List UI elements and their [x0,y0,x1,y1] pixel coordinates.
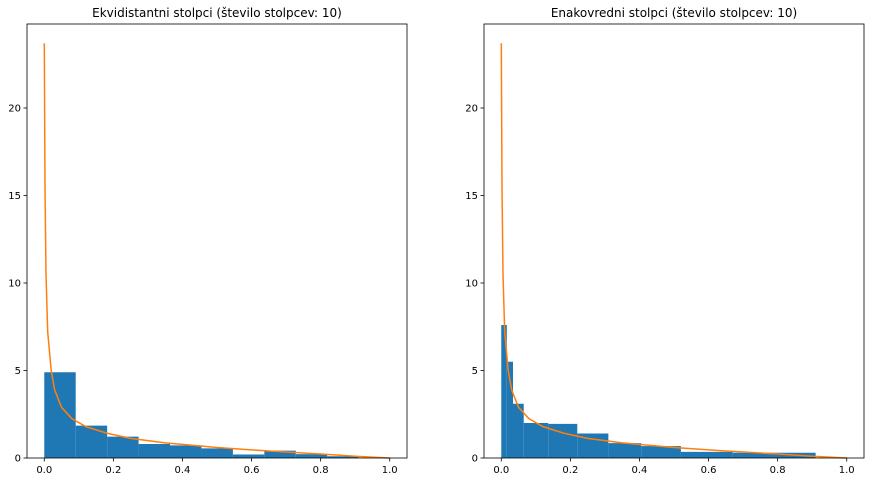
density-curve [43,43,390,459]
histogram-bar [201,448,233,458]
bars [501,325,816,458]
x-tick-label: 1.0 [382,465,398,476]
histogram-panel-equal-count: Enakovredni stolpci (število stolpcev: 1… [465,6,865,476]
y-tick-label: 15 [465,191,478,202]
x-tick-label: 0.2 [562,465,578,476]
histogram-bar [608,443,642,458]
x-tick-label: 0.6 [244,465,260,476]
axes-frame [26,23,408,459]
y-tick-label: 5 [15,366,21,377]
x-tick-label: 0.4 [175,465,191,476]
histogram-bar [44,372,76,458]
histogram-panel-equal-width: Ekvidistantni stolpci (število stolpcev:… [8,6,408,476]
x-tick-label: 0.4 [632,465,648,476]
histogram-bar [264,450,296,458]
histogram-bar [523,423,549,458]
histogram-bar [107,436,139,458]
x-tick-label: 1.0 [839,465,855,476]
y-tick-label: 10 [465,279,478,290]
y-tick-label: 10 [8,279,21,290]
histogram-bar [170,445,202,458]
y-tick-label: 0 [15,454,21,465]
histogram-bar [680,451,733,458]
x-tick-label: 0.6 [701,465,717,476]
histogram-bar [501,325,507,458]
histogram-bar [327,456,359,458]
chart-title: Ekvidistantni stolpci (število stolpcev:… [92,6,342,20]
histogram-bar [232,454,265,458]
bars [44,372,359,458]
histogram-bar [641,446,681,458]
x-tick-label: 0.8 [770,465,786,476]
y-tick-label: 15 [8,191,21,202]
histogram-bar [513,403,524,458]
chart-title: Enakovredni stolpci (število stolpcev: 1… [551,6,797,20]
x-tick-label: 0.0 [493,465,509,476]
histogram-bar [732,452,816,458]
histogram-bar [295,454,328,458]
x-tick-label: 0.8 [313,465,329,476]
y-tick-label: 0 [472,454,478,465]
histogram-bar [75,425,108,458]
y-tick-label: 20 [465,104,478,115]
density-curve [500,43,847,459]
x-tick-label: 0.2 [105,465,121,476]
axes-frame [483,23,865,459]
y-tick-label: 20 [8,104,21,115]
histogram-bar [506,361,514,458]
y-tick-label: 5 [472,366,478,377]
x-tick-label: 0.0 [36,465,52,476]
histogram-bar [138,444,171,458]
